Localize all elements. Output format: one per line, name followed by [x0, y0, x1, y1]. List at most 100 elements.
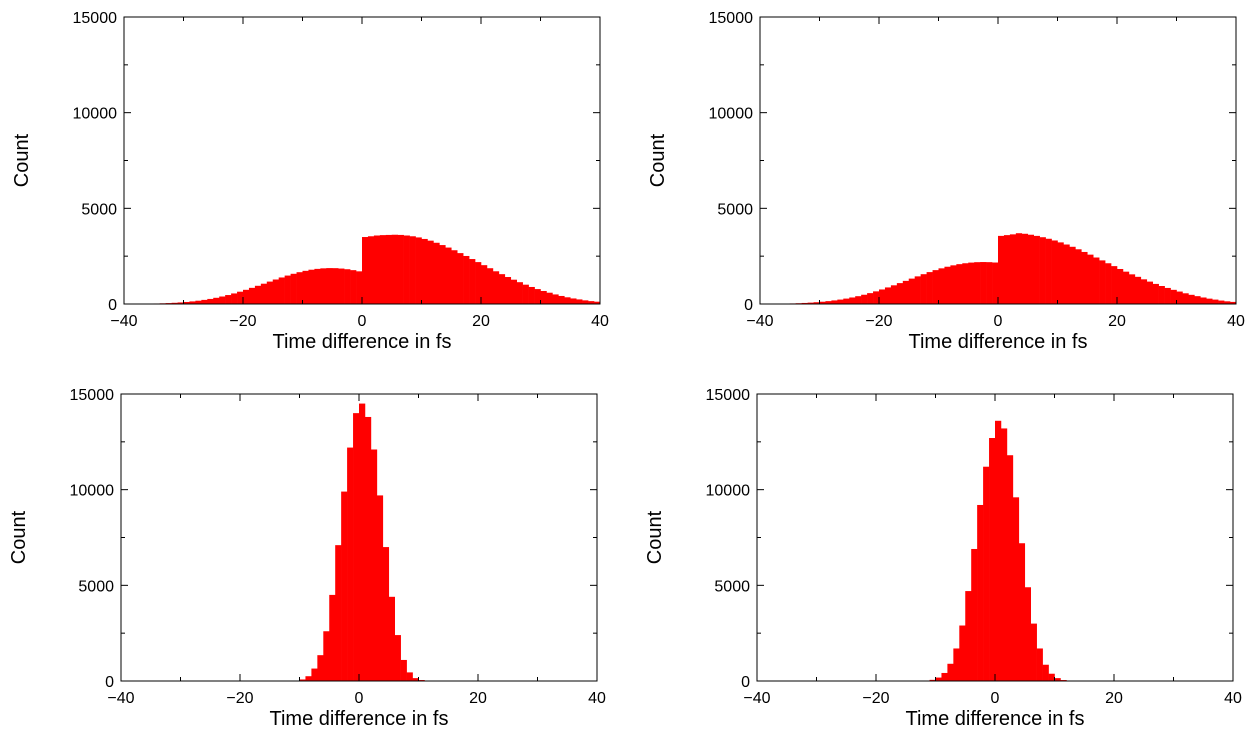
- x-tick-label: 0: [994, 313, 1003, 330]
- y-tick-label: 10000: [706, 483, 751, 500]
- histogram-bar: [855, 296, 862, 304]
- histogram-bar: [594, 301, 601, 304]
- histogram-bar: [1140, 279, 1148, 304]
- histogram-bar: [825, 301, 832, 304]
- histogram-bar: [231, 293, 238, 304]
- histogram-bar: [1033, 235, 1040, 304]
- histogram-bar: [486, 268, 494, 304]
- y-tick-label: 0: [744, 297, 753, 314]
- x-tick-label: −20: [226, 690, 253, 707]
- histogram-bar: [243, 289, 250, 304]
- histogram-bar: [302, 270, 309, 304]
- histogram-bar: [582, 300, 589, 304]
- histogram-bar: [1000, 428, 1008, 681]
- histogram-bar: [403, 235, 410, 304]
- histogram-bar: [1069, 246, 1076, 304]
- histogram-bar: [1117, 268, 1124, 304]
- histogram-bar: [950, 265, 957, 304]
- histogram-bar: [332, 268, 339, 304]
- histogram-bars: [923, 420, 1067, 681]
- histogram-bar: [956, 264, 963, 304]
- histogram-bar: [1027, 234, 1034, 304]
- x-tick-label: −20: [862, 690, 889, 707]
- histogram-bar: [534, 289, 541, 304]
- histogram-bar: [1042, 664, 1049, 681]
- histogram-bar: [433, 242, 440, 304]
- histogram-bar: [552, 294, 559, 304]
- histogram-bar: [329, 594, 336, 681]
- histogram-bar: [492, 271, 500, 304]
- histogram-bar: [861, 294, 868, 304]
- histogram-bar: [831, 300, 838, 304]
- histogram-bar: [457, 253, 464, 304]
- histogram-bar: [1176, 291, 1183, 304]
- x-tick-label: −40: [743, 690, 770, 707]
- y-tick-label: 5000: [78, 578, 114, 595]
- histogram-bar: [323, 631, 330, 681]
- histogram-bar: [570, 298, 577, 304]
- histogram-bar: [1224, 301, 1231, 304]
- histogram-bar: [995, 420, 1002, 681]
- x-tick-label: −40: [107, 690, 134, 707]
- histogram-bar: [843, 298, 850, 304]
- histogram-bar: [968, 262, 975, 304]
- histogram-bar: [320, 268, 327, 304]
- x-tick-label: 20: [1105, 690, 1123, 707]
- histogram-bar: [364, 416, 372, 681]
- histogram-bar: [225, 295, 232, 304]
- histogram-bar: [397, 234, 404, 304]
- x-tick-label: 40: [1227, 313, 1245, 330]
- histogram-bar: [926, 272, 933, 304]
- histogram-bar: [353, 413, 360, 681]
- histogram-bar: [314, 268, 321, 304]
- histogram-bar: [879, 289, 886, 304]
- histogram-bar: [498, 274, 506, 304]
- histogram-bar: [980, 262, 987, 304]
- y-tick-label: 10000: [73, 106, 118, 123]
- histogram-bar: [873, 291, 880, 304]
- histogram-bar: [388, 596, 395, 681]
- histogram-bar: [427, 240, 434, 304]
- histogram-bar: [311, 668, 318, 681]
- histogram-bar: [406, 672, 413, 681]
- histogram-bar: [1206, 298, 1213, 304]
- histogram-bar: [266, 281, 274, 304]
- histogram-bar: [1036, 648, 1043, 681]
- histogram-bar: [1200, 297, 1207, 304]
- histogram-bar: [451, 250, 458, 304]
- histogram-bar: [248, 287, 256, 304]
- histogram-bar: [421, 238, 428, 304]
- x-axis-title: Time difference in fs: [909, 331, 1088, 353]
- histogram-bar: [801, 302, 808, 304]
- histogram-bar: [400, 659, 407, 681]
- histogram-bar: [914, 276, 921, 304]
- histogram-bar: [564, 297, 571, 304]
- histogram-bar: [254, 285, 262, 304]
- y-tick-label: 5000: [714, 578, 750, 595]
- histogram-bar: [1075, 249, 1082, 304]
- histogram-bars: [760, 233, 1237, 304]
- histogram-bar: [370, 449, 378, 681]
- histogram-bar: [546, 292, 553, 304]
- histogram-bar: [183, 301, 190, 304]
- histogram-bar: [338, 268, 345, 304]
- histogram-bar: [1063, 244, 1070, 304]
- histogram-bar: [1048, 673, 1055, 681]
- histogram-bar: [189, 301, 196, 304]
- histogram-bar: [341, 491, 348, 681]
- histogram-bars: [293, 403, 425, 681]
- histogram-bar: [290, 273, 297, 304]
- x-axis-title: Time difference in fs: [906, 708, 1085, 730]
- histogram-bar: [983, 466, 990, 681]
- histogram-bar: [1212, 299, 1219, 304]
- histogram-bar: [953, 648, 960, 681]
- histogram-bar: [902, 280, 910, 304]
- y-tick-label: 15000: [709, 10, 754, 27]
- histogram-bar: [1021, 233, 1029, 304]
- histogram-bar: [935, 677, 942, 681]
- y-axis-title: Count: [644, 510, 666, 564]
- histogram-bar: [1030, 623, 1037, 681]
- histogram-bar: [1003, 235, 1011, 304]
- histogram-bar: [908, 278, 915, 304]
